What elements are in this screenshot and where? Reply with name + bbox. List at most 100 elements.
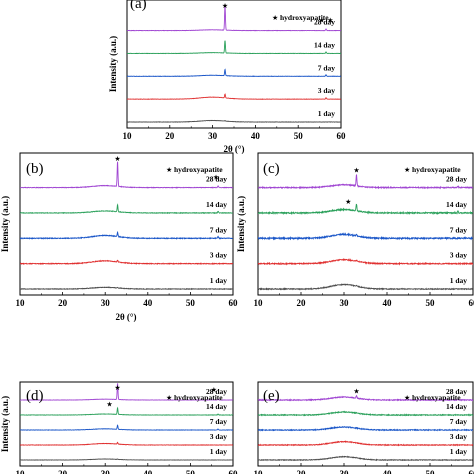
series-line-4: [20, 161, 233, 189]
annotation-star-0: ★: [211, 386, 217, 394]
series-line-1: [258, 440, 473, 447]
series-line-0: [258, 455, 473, 462]
series-line-2: [20, 230, 233, 240]
series-label-4: 28 day: [446, 175, 467, 184]
panel-letter: (a): [130, 0, 147, 12]
x-tick-label: 50: [426, 298, 436, 308]
series-line-3: [258, 410, 473, 417]
series-line-2: [127, 68, 341, 78]
y-axis-title: Intensity (a.u.): [108, 36, 118, 92]
series-label-2: 7 day: [210, 225, 228, 234]
x-tick-label: 40: [383, 469, 393, 474]
x-tick-label: 60: [469, 469, 474, 474]
x-tick-label: 20: [58, 469, 68, 474]
annotation-star-1: ★: [106, 400, 112, 408]
legend-label: hydroxyapatite: [280, 13, 329, 22]
x-tick-label: 30: [208, 131, 218, 141]
x-tick-label: 40: [251, 131, 261, 141]
series-label-2: 7 day: [210, 417, 228, 426]
plot-frame: [257, 152, 474, 296]
chart-panel-2: 1 day 3 day 7 day 14 day 28 day ★ ★ 10 20 30 40 50 6…: [236, 152, 474, 308]
series-line-2: [20, 424, 233, 431]
series-line-3: [20, 406, 233, 416]
legend-label: hydroxyapatite: [174, 165, 223, 174]
series-label-4: 28 day: [206, 387, 227, 396]
legend: ★ hydroxyapatite: [166, 393, 223, 402]
series-label-1: 3 day: [210, 251, 228, 260]
panel-letter: (d): [26, 388, 44, 404]
annotation-star-0: ★: [319, 17, 325, 25]
x-tick-label: 50: [186, 298, 196, 308]
series-line-2: [258, 425, 473, 432]
y-axis-title: Intensity (a.u.): [0, 396, 10, 452]
series-line-1: [258, 258, 473, 266]
x-tick-label: 10: [123, 131, 133, 141]
series-line-1: [127, 93, 341, 100]
series-label-0: 1 day: [210, 276, 228, 285]
series-line-0: [127, 119, 341, 123]
series-line-3: [20, 203, 233, 215]
series-line-3: [127, 40, 341, 55]
legend: ★ hydroxyapatite: [404, 165, 461, 174]
series-label-1: 3 day: [318, 86, 336, 95]
x-tick-label: 10: [254, 469, 264, 474]
legend-label: hydroxyapatite: [412, 165, 461, 174]
peak-star-marker: ★: [353, 166, 359, 174]
panel-letter: (b): [26, 161, 44, 177]
legend-marker: ★: [166, 394, 172, 402]
peak-star-marker: ★: [114, 155, 120, 163]
x-tick-label: 40: [143, 469, 153, 474]
peak-star-marker: ★: [222, 2, 228, 10]
series-label-0: 1 day: [210, 447, 228, 456]
x-tick-label: 60: [229, 469, 239, 474]
legend-marker: ★: [404, 166, 410, 174]
series-line-2: [258, 232, 473, 241]
series-label-3: 14 day: [206, 200, 227, 209]
annotation-star-1: ★: [327, 17, 333, 25]
series-line-3: [258, 203, 473, 216]
series-line-0: [258, 283, 473, 291]
legend: ★ hydroxyapatite: [272, 13, 329, 22]
series-label-4: 28 day: [206, 175, 227, 184]
x-tick-label: 50: [426, 469, 436, 474]
x-tick-label: 10: [16, 298, 26, 308]
x-tick-label: 30: [101, 298, 111, 308]
series-label-0: 1 day: [318, 109, 336, 118]
plot-frame: [19, 152, 234, 296]
series-label-3: 14 day: [446, 200, 467, 209]
series-label-3: 14 day: [446, 402, 467, 411]
legend-marker: ★: [272, 14, 278, 22]
x-tick-label: 20: [165, 131, 175, 141]
x-axis-title: 2θ (°): [115, 312, 136, 322]
legend-label: hydroxyapatite: [412, 393, 461, 402]
annotation-star-0: ★: [213, 174, 219, 182]
series-label-2: 7 day: [450, 417, 468, 426]
series-line-1: [20, 259, 233, 266]
y-axis-title: Intensity (a.u.): [236, 196, 246, 252]
y-axis-title: Intensity (a.u.): [0, 196, 10, 252]
series-line-4: [258, 394, 473, 402]
series-label-4: 28 day: [314, 18, 335, 27]
x-tick-label: 30: [340, 298, 350, 308]
x-tick-label: 60: [229, 298, 239, 308]
x-tick-label: 60: [337, 131, 347, 141]
series-line-4: [20, 383, 233, 401]
panel-letter: (c): [263, 161, 280, 177]
x-tick-label: 20: [297, 298, 307, 308]
series-label-0: 1 day: [450, 447, 468, 456]
x-tick-label: 20: [297, 469, 307, 474]
legend: ★ hydroxyapatite: [166, 165, 223, 174]
x-tick-label: 40: [143, 298, 153, 308]
x-tick-label: 60: [469, 298, 474, 308]
chart-panel-4: 1 day 3 day 7 day 14 day 28 day ★ 10 20 30 40 50 60…: [254, 381, 474, 474]
series-label-1: 3 day: [450, 432, 468, 441]
x-tick-label: 10: [254, 298, 264, 308]
legend: ★ hydroxyapatite: [404, 393, 461, 402]
panel-letter: (e): [263, 388, 280, 404]
x-tick-label: 30: [340, 469, 350, 474]
series-label-3: 14 day: [206, 402, 227, 411]
annotation-star-0: ★: [345, 198, 351, 206]
